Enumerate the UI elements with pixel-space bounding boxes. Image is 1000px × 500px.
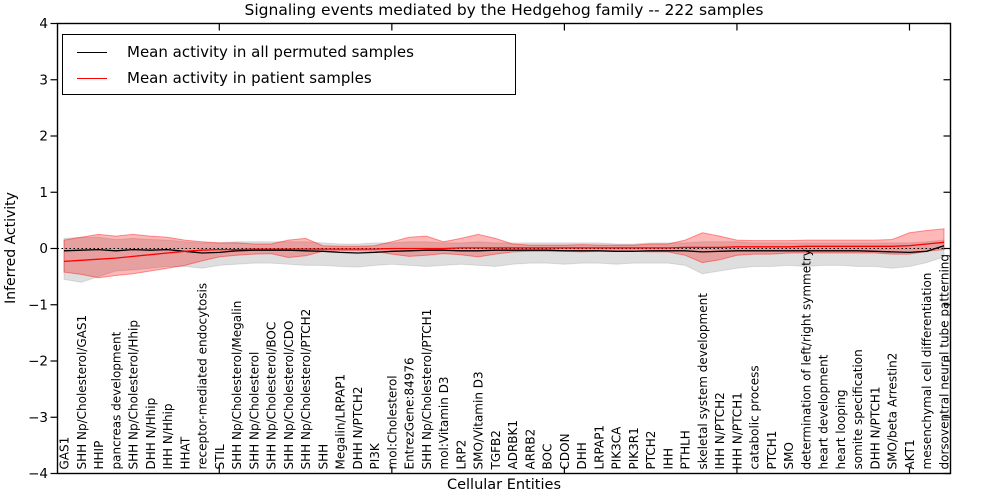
x-category-label: SHH bbox=[316, 444, 330, 470]
x-category-label: IHH N/Hhip bbox=[161, 404, 175, 470]
x-category-label: PTCH2 bbox=[644, 431, 658, 470]
x-category-label: receptor-mediated endocytosis bbox=[196, 283, 210, 470]
plot-frame bbox=[56, 22, 952, 475]
x-category-label: PI3K bbox=[368, 442, 382, 469]
permuted-mean-line bbox=[63, 245, 945, 254]
x-category-label: AKT1 bbox=[903, 439, 917, 469]
x-category-label: mesenchymal cell differentiation bbox=[920, 273, 934, 470]
x-category-label: PIK3CA bbox=[610, 426, 624, 470]
y-axis-label: Inferred Activity bbox=[3, 192, 19, 304]
x-category-label: heart looping bbox=[834, 390, 848, 470]
y-tick-label: −2 bbox=[28, 354, 48, 370]
x-category-label: SHH Np/Cholesterol/GAS1 bbox=[75, 315, 89, 470]
x-category-label: SHH Np/Cholesterol/PTCH1 bbox=[420, 309, 434, 470]
x-category-label: mol:Cholesterol bbox=[385, 375, 399, 469]
x-category-label: skeletal system development bbox=[696, 293, 710, 470]
legend-entry-patient: Mean activity in patient samples bbox=[63, 65, 515, 91]
x-category-label: SHH Np/Cholesterol bbox=[247, 352, 261, 470]
x-category-label: pancreas development bbox=[109, 331, 123, 469]
patient-mean-line bbox=[63, 241, 945, 263]
x-category-label: catabolic process bbox=[748, 365, 762, 469]
x-category-label: PTCH1 bbox=[765, 431, 779, 470]
y-tick-label: −4 bbox=[28, 466, 48, 482]
x-category-label: TGFB2 bbox=[489, 430, 503, 470]
x-category-label: DHH N/PTCH2 bbox=[351, 386, 365, 469]
legend-label-permuted: Mean activity in all permuted samples bbox=[127, 43, 414, 61]
x-category-label: BOC bbox=[541, 444, 555, 470]
x-category-label: SHH Np/Cholesterol/CDO bbox=[282, 321, 296, 470]
patient-band bbox=[63, 228, 945, 279]
x-category-label: SHH Np/Cholesterol/BOC bbox=[265, 322, 279, 470]
x-category-label: DHH bbox=[575, 442, 589, 469]
x-category-label: somite specification bbox=[851, 349, 865, 469]
y-tick-label: 0 bbox=[39, 241, 48, 257]
x-category-label: PIK3R1 bbox=[627, 427, 641, 469]
x-category-label: determination of left/right symmetry bbox=[799, 249, 813, 469]
legend: Mean activity in all permuted samples Me… bbox=[62, 34, 516, 95]
x-category-label: SMO/Vitamin D3 bbox=[472, 371, 486, 469]
x-category-label: SHH Np/Cholesterol/Megalin bbox=[230, 301, 244, 470]
chart-title: Signaling events mediated by the Hedgeho… bbox=[244, 1, 764, 19]
x-category-label: dorsoventral neural tube patterning bbox=[938, 254, 952, 470]
x-category-label: SHH Np/Cholesterol/PTCH2 bbox=[299, 309, 313, 470]
x-category-label: SHH Np/Cholesterol/Hhip bbox=[127, 320, 141, 469]
x-category-label: PTHLH bbox=[679, 430, 693, 469]
x-category-label: HHIP bbox=[92, 441, 106, 470]
y-tick-label: 4 bbox=[39, 16, 48, 32]
x-category-label: DHH N/PTCH1 bbox=[868, 386, 882, 469]
legend-entry-permuted: Mean activity in all permuted samples bbox=[63, 39, 515, 65]
x-category-label: ADRBK1 bbox=[506, 420, 520, 470]
x-category-label: SMO/beta Arrestin2 bbox=[886, 353, 900, 470]
x-category-label: mol:Vitamin D3 bbox=[437, 376, 451, 469]
x-category-label: CDON bbox=[558, 433, 572, 469]
x-category-label: LRPAP1 bbox=[592, 425, 606, 470]
x-category-label: IHH bbox=[661, 448, 675, 470]
legend-line-sample-patient bbox=[77, 77, 107, 79]
legend-line-sample-permuted bbox=[77, 51, 107, 53]
x-category-label: SMO bbox=[782, 442, 796, 469]
x-category-label: GAS1 bbox=[58, 437, 72, 470]
x-category-label: Megalin/LRPAP1 bbox=[334, 374, 348, 470]
x-category-label: EntrezGene:84976 bbox=[403, 357, 417, 469]
x-category-label: heart development bbox=[817, 354, 831, 469]
x-category-label: IHH N/PTCH1 bbox=[730, 392, 744, 469]
x-category-label: STIL bbox=[213, 444, 227, 469]
x-category-label: IHH N/PTCH2 bbox=[713, 392, 727, 469]
y-tick-label: 1 bbox=[39, 185, 48, 201]
x-category-label: DHH N/Hhip bbox=[144, 398, 158, 470]
y-tick-label: 3 bbox=[39, 72, 48, 88]
x-category-label: LRP2 bbox=[454, 440, 468, 470]
x-axis-label: Cellular Entities bbox=[446, 477, 562, 493]
legend-label-patient: Mean activity in patient samples bbox=[127, 69, 372, 87]
x-category-label: HHAT bbox=[178, 436, 192, 469]
y-tick-label: 2 bbox=[39, 129, 48, 145]
x-category-label: ARRB2 bbox=[523, 429, 537, 470]
y-tick-label: −1 bbox=[28, 297, 48, 313]
y-tick-label: −3 bbox=[28, 410, 48, 426]
